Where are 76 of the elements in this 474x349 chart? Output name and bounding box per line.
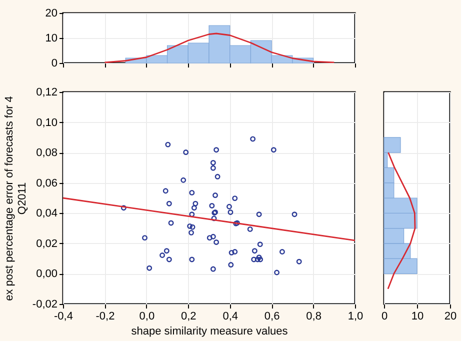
x-tick-label: 20 [444,310,457,322]
point [190,224,196,230]
point [189,212,195,218]
point [210,165,216,171]
line-series [104,32,335,63]
point [247,226,253,232]
point [187,223,193,229]
x-tick-label: 0,0 [139,310,155,322]
point [252,248,258,254]
point [165,142,171,148]
point [256,254,262,260]
x-tick-label: -0,2 [96,310,115,322]
point [214,240,220,245]
point [296,258,302,264]
point [189,256,195,262]
x-tick-label: 0,8 [306,310,322,322]
point [183,150,189,155]
point [210,266,216,272]
point [210,234,216,240]
point [251,256,257,262]
y-tick-label: 10 [45,32,58,44]
point [162,188,168,194]
point [189,190,195,196]
point [214,147,220,153]
point [257,242,263,248]
y-tick-label: 0,12 [36,86,58,98]
point [142,235,148,241]
y-tick-label: 0,02 [36,238,58,250]
x-tick-label: 0 [381,310,388,322]
x-tick-label: 10 [411,310,424,322]
x-tick-label: 0,4 [222,310,238,322]
point [279,249,285,254]
point [270,147,276,153]
y-axis-title: ex post percentage error of forecasts for 4 Q2011 [4,96,28,301]
point [210,160,216,166]
point [120,205,126,211]
y-tick-label: 0,10 [36,116,58,129]
x-axis-title: shape similarity measure values [131,326,288,338]
y-tick-label: 0,06 [36,177,58,190]
point [191,205,197,211]
point [206,235,212,241]
point [180,177,186,183]
y-tick-label: 0,00 [36,268,58,280]
y-tick-label: 0 [51,58,58,70]
point [258,256,264,262]
point [228,262,234,268]
point [166,256,172,262]
point [256,212,262,218]
point [160,252,165,258]
point [228,250,234,256]
point [192,200,198,206]
x-tick-label: 0,2 [180,310,196,322]
point [211,216,217,222]
point [250,136,256,142]
point [232,249,238,254]
y-tick-label: 0,04 [36,208,58,220]
point [232,196,238,202]
point [146,265,152,271]
point [166,200,172,206]
point [168,220,174,226]
point [274,270,280,276]
point [212,192,218,198]
x-tick-label: 0,6 [264,310,280,322]
x-tick-label: 1,0 [348,310,364,322]
y-tick-label: 20 [45,8,58,20]
point [164,248,170,254]
point [209,203,215,208]
point [292,212,298,218]
point [226,204,232,210]
x-tick-label: -0,4 [54,310,73,322]
point [188,230,194,236]
point [214,174,220,180]
y-tick-label: -0,02 [32,298,58,310]
y-tick-label: 0,08 [36,147,58,160]
point [254,256,260,262]
point [228,210,234,215]
